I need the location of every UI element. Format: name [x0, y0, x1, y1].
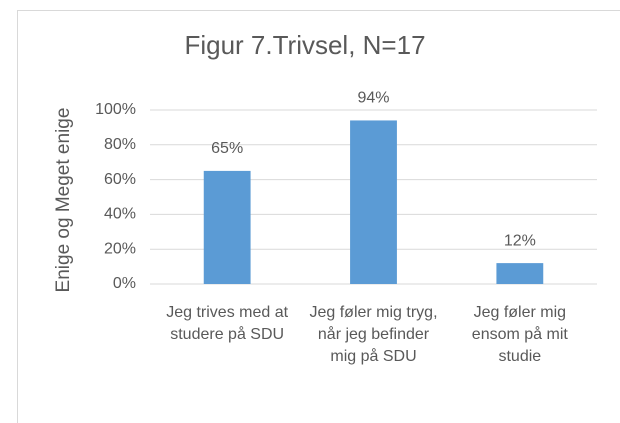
y-tick-label: 60% — [104, 171, 136, 188]
data-label: 94% — [357, 90, 389, 107]
x-tick-label: Jeg trives med at studere på SDU — [166, 304, 289, 343]
chart-title: Figur 7.Trivsel, N=17 — [184, 30, 425, 60]
y-tick-label: 40% — [104, 206, 136, 223]
chart-border — [17, 10, 620, 423]
bar — [350, 120, 397, 284]
data-label: 65% — [211, 140, 243, 157]
y-tick-label: 80% — [104, 136, 136, 153]
x-tick-label: Jeg føler mig tryg, når jeg befinder mig… — [309, 304, 438, 365]
y-tick-label: 0% — [113, 275, 136, 292]
bar — [496, 263, 544, 284]
data-label: 12% — [504, 232, 536, 249]
y-tick-label: 100% — [95, 101, 136, 118]
y-axis-label: Enige og Meget enige — [53, 108, 74, 293]
x-tick-label: Jeg føler mig ensom på mit studie — [471, 304, 568, 365]
y-tick-label: 20% — [104, 240, 136, 257]
bar — [203, 170, 251, 284]
